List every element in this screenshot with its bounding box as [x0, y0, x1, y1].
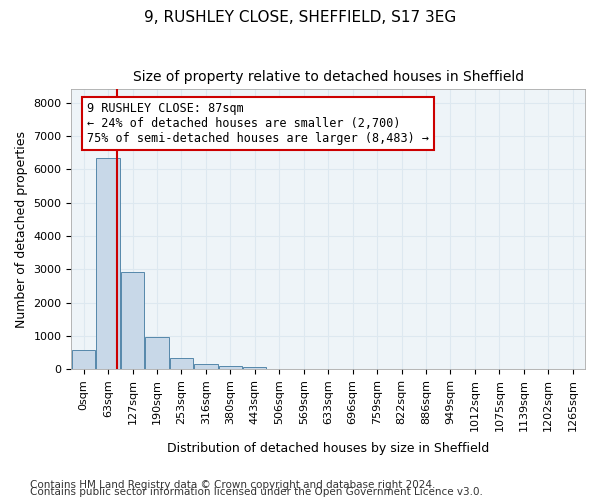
Text: Contains HM Land Registry data © Crown copyright and database right 2024.: Contains HM Land Registry data © Crown c…	[30, 480, 436, 490]
Text: 9 RUSHLEY CLOSE: 87sqm
← 24% of detached houses are smaller (2,700)
75% of semi-: 9 RUSHLEY CLOSE: 87sqm ← 24% of detached…	[87, 102, 429, 145]
Bar	[72, 350, 95, 369]
Bar	[194, 364, 218, 369]
Bar	[243, 367, 266, 369]
Text: Contains public sector information licensed under the Open Government Licence v3: Contains public sector information licen…	[30, 487, 483, 497]
Bar	[145, 336, 169, 369]
Text: 9, RUSHLEY CLOSE, SHEFFIELD, S17 3EG: 9, RUSHLEY CLOSE, SHEFFIELD, S17 3EG	[144, 10, 456, 25]
Bar	[170, 358, 193, 369]
Title: Size of property relative to detached houses in Sheffield: Size of property relative to detached ho…	[133, 70, 524, 84]
Bar	[219, 366, 242, 369]
X-axis label: Distribution of detached houses by size in Sheffield: Distribution of detached houses by size …	[167, 442, 490, 455]
Bar	[97, 158, 120, 369]
Y-axis label: Number of detached properties: Number of detached properties	[15, 130, 28, 328]
Bar	[121, 272, 144, 369]
